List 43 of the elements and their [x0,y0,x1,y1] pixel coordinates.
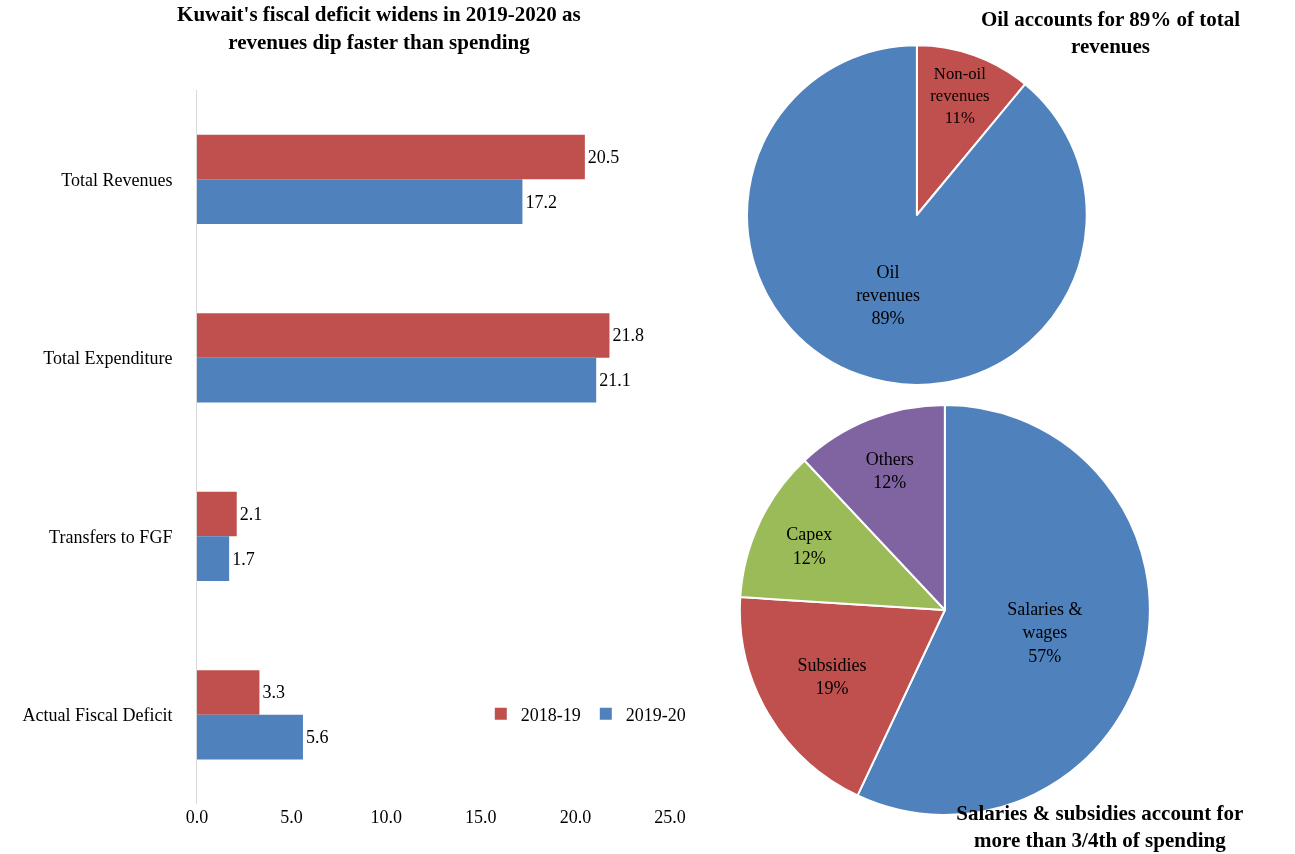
y-tick-label: Total Expenditure [43,348,173,369]
data-label: 1.7 [232,548,255,569]
y-tick-label: Total Revenues [61,169,173,190]
slice-label: Oil revenues [856,261,921,305]
text: Salaries & subsidies account for more than 3/4th of spending [956,800,1244,853]
slice-label: Salaries & wages [1007,598,1083,643]
bar [197,714,303,760]
x-tick-label: 5.0 [280,807,303,827]
data-label: 11% [944,107,975,127]
data-label: 2.1 [239,503,263,524]
data-label: 20.5 [587,146,620,167]
chart-title: Kuwait's fiscal deficit widens in 2019-2020 as revenues dip faster than spending [177,2,581,54]
legend-label: 2019-20 [625,704,686,725]
data-label: 19% [815,678,849,699]
chart-title: Oil accounts for 89% of total revenues [980,6,1241,59]
data-label: 12% [873,472,907,493]
legend-label: 2018-19 [520,704,581,725]
data-label: 12% [792,547,826,568]
bar [197,670,260,715]
slice-label: Subsidies [797,655,867,676]
bar [197,536,230,581]
data-label: 57% [1028,645,1062,666]
data-label: 5.6 [305,727,329,748]
y-tick-label: Actual Fiscal Deficit [22,705,173,726]
data-label: 17.2 [525,191,557,212]
bar [197,134,585,180]
x-tick-label: 15.0 [465,807,497,827]
x-tick-label: 20.0 [559,807,592,827]
data-label: 21.8 [612,325,644,346]
bar [197,313,610,358]
slice-label: Capex [786,524,833,545]
x-tick-label: 10.0 [370,807,402,827]
bar [197,179,523,224]
x-tick-label: 0.0 [185,807,209,827]
x-tick-label: 25.0 [654,807,686,827]
bar [197,357,597,403]
slice-label: Others [865,448,914,469]
data-label: 89% [871,308,905,329]
data-label: 21.1 [599,370,631,391]
slice-label: Non-oil revenues [930,64,990,106]
y-tick-label: Transfers to FGF [49,526,173,547]
bar [197,491,237,537]
data-label: 3.3 [262,682,285,703]
